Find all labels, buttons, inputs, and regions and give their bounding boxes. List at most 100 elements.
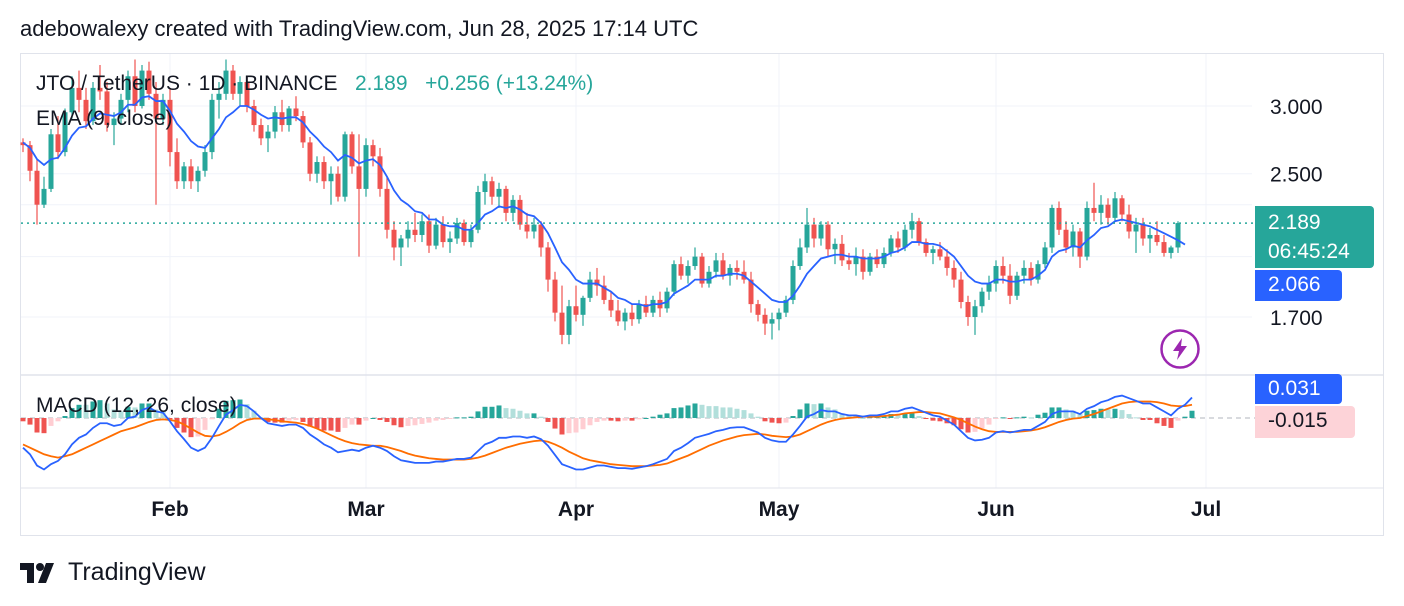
macd-legend[interactable]: MACD (12, 26, close) <box>36 394 237 417</box>
candle <box>622 308 628 331</box>
candle <box>664 287 670 313</box>
candle <box>265 125 271 153</box>
macd-histogram-bar <box>300 418 306 422</box>
candle <box>258 118 264 146</box>
candle <box>34 159 40 225</box>
candle <box>1014 271 1020 300</box>
macd-histogram-bar <box>839 413 845 418</box>
macd-histogram-bar <box>776 418 782 424</box>
candle <box>993 260 999 292</box>
tradingview-logo[interactable]: TradingView <box>20 558 206 587</box>
macd-histogram-bar <box>601 418 607 421</box>
macd-histogram-bar <box>426 418 432 423</box>
candle <box>552 271 558 322</box>
candle <box>1035 260 1041 284</box>
macd-histogram-bar <box>468 416 474 418</box>
bar-countdown: 06:45:24 <box>1268 240 1350 263</box>
macd-histogram-bar <box>202 418 208 430</box>
candle <box>132 59 138 113</box>
macd-histogram-bar <box>1175 418 1181 421</box>
macd-histogram-bar <box>363 418 369 421</box>
symbol-legend[interactable]: JTO / TetherUS · 1D · BINANCE 2.189 +0.2… <box>36 72 593 96</box>
candle <box>1070 224 1076 257</box>
macd-histogram-bar <box>1140 418 1146 420</box>
macd-histogram-bar <box>979 418 985 429</box>
candle <box>685 260 691 284</box>
macd-histogram-bar <box>552 418 558 429</box>
macd-histogram-bar <box>1063 409 1069 418</box>
macd-histogram-bar <box>734 408 740 418</box>
time-tick-label: Feb <box>151 498 188 521</box>
macd-histogram-bar <box>356 418 362 425</box>
macd-histogram-bar <box>986 418 992 425</box>
ema-legend[interactable]: EMA (9, close) <box>36 107 173 130</box>
candle <box>1168 245 1174 259</box>
macd-histogram-bar <box>860 418 866 419</box>
macd-line <box>22 394 1193 471</box>
candle <box>538 221 544 257</box>
candle <box>370 139 376 167</box>
macd-histogram-bar <box>671 408 677 418</box>
candle <box>41 176 47 208</box>
macd-histogram-bar <box>447 418 453 419</box>
candle <box>489 176 495 205</box>
ema-badge: 2.066 <box>1255 270 1342 301</box>
macd-histogram-bar <box>587 418 593 426</box>
bolt-icon[interactable] <box>1160 329 1200 369</box>
macd-histogram-bar <box>496 405 502 418</box>
macd-histogram-bar <box>594 418 600 422</box>
macd-histogram-bar <box>377 418 383 420</box>
candle <box>559 285 565 345</box>
macd-histogram-bar <box>335 418 341 432</box>
candle <box>314 156 320 183</box>
candle <box>818 221 824 246</box>
candle <box>671 260 677 296</box>
candle <box>496 182 502 208</box>
candle <box>909 212 915 239</box>
macd-histogram-bar <box>608 418 614 421</box>
macd-histogram-bar <box>279 418 285 423</box>
candle <box>237 76 243 106</box>
macd-histogram-bar <box>510 408 516 418</box>
macd-histogram-bar <box>685 405 691 418</box>
macd-histogram-bar <box>76 404 82 418</box>
macd-histogram-bar <box>923 418 929 419</box>
candle <box>307 136 313 182</box>
candle <box>104 82 110 132</box>
candle <box>118 93 124 126</box>
candle <box>1056 201 1062 235</box>
candle <box>461 219 467 246</box>
candle <box>279 99 285 132</box>
candle <box>867 252 873 276</box>
macd-histogram-bar <box>20 418 26 422</box>
macd-histogram-bar <box>538 416 544 418</box>
candle <box>1147 228 1153 253</box>
macd-histogram-bar <box>895 414 901 418</box>
macd-histogram-bar <box>328 418 334 431</box>
price-tick-label: 3.000 <box>1270 96 1323 119</box>
time-tick-label: May <box>759 498 800 521</box>
macd-histogram-bar <box>713 406 719 418</box>
candle <box>615 299 621 326</box>
signal-badge: -0.015 <box>1255 406 1355 438</box>
candle <box>440 216 446 248</box>
macd-histogram-bar <box>916 416 922 418</box>
candle <box>251 99 257 132</box>
candle <box>167 87 173 167</box>
macd-histogram-bar <box>34 418 40 433</box>
candle <box>405 221 411 248</box>
macd-histogram-bar <box>1161 418 1167 426</box>
macd-histogram-bar <box>454 417 460 419</box>
macd-histogram-bar <box>832 409 838 418</box>
candle <box>482 173 488 205</box>
macd-histogram-bar <box>1168 418 1174 428</box>
macd-histogram-bar <box>699 404 705 418</box>
candle <box>853 247 859 276</box>
candle <box>608 291 614 317</box>
candle <box>678 256 684 280</box>
macd-histogram-bar <box>909 412 915 418</box>
candle <box>139 65 145 109</box>
price-change: +0.256 (+13.24%) <box>425 72 594 95</box>
macd-histogram-bar <box>1049 407 1055 418</box>
